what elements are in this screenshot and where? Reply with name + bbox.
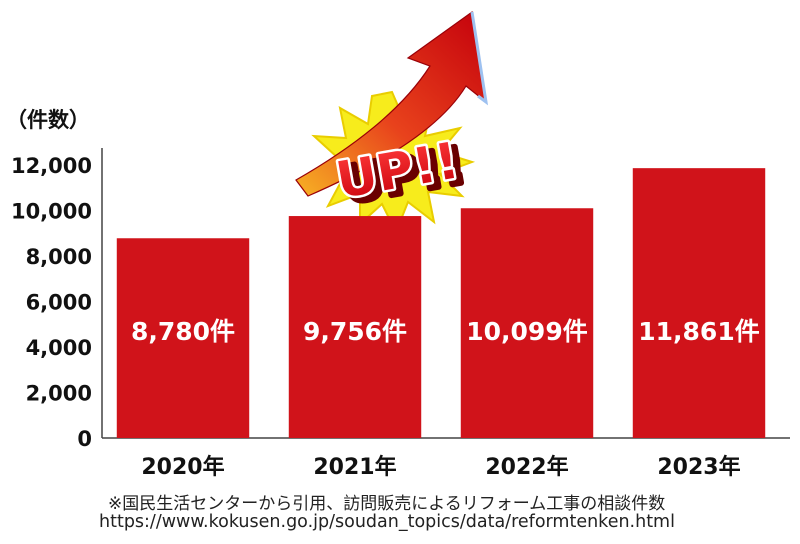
x-tick-label: 2022年 [485,454,568,480]
x-tick-label: 2020年 [141,454,224,480]
source-url[interactable]: https://www.kokusen.go.jp/soudan_topics/… [99,512,675,532]
bar-data-label: 10,099件 [466,317,587,346]
bar [460,208,594,438]
bar [632,168,766,439]
y-tick-label: 12,000 [11,154,92,178]
y-axis-unit-label: （件数） [6,108,90,132]
bar [116,238,250,438]
x-tick-labels: 2020年 2021年 2022年 2023年 [141,454,740,480]
y-tick-label: 6,000 [26,291,92,315]
y-tick-label: 0 [77,427,92,451]
bar-data-label: 8,780件 [131,317,235,346]
x-tick-label: 2023年 [657,454,740,480]
y-tick-label: 4,000 [26,336,92,360]
up-decoration: UP!! UP!! [295,10,489,235]
y-tick-label: 2,000 [26,382,92,406]
bar [288,216,422,438]
bars: 8,780件 9,756件 10,099件 11,861件 [116,168,766,439]
bar-data-label: 11,861件 [638,317,759,346]
y-tick-label: 10,000 [11,200,92,224]
y-tick-label: 8,000 [26,245,92,269]
bar-data-label: 9,756件 [303,317,407,346]
y-tick-labels: 0 2,000 4,000 6,000 8,000 10,000 12,000 [11,154,92,451]
x-tick-label: 2021年 [313,454,396,480]
source-note: ※国民生活センターから引用、訪問販売によるリフォーム工事の相談件数 [108,494,666,514]
